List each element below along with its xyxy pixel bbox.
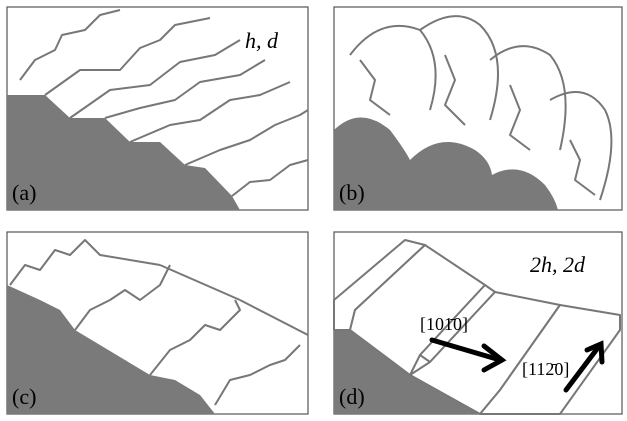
panel-d: (d) 2h, 2d [101̄0] [112̄0] — [334, 232, 622, 414]
panel-label: (a) — [12, 180, 36, 205]
step-edge — [130, 82, 290, 142]
step-edge — [445, 55, 465, 125]
annotation: 2h, 2d — [530, 252, 586, 277]
panel-label: (b) — [339, 180, 365, 205]
terrace-base — [7, 285, 215, 414]
panel-label: (c) — [12, 384, 36, 409]
panel-b: (b) — [334, 7, 622, 210]
annotation: h, d — [245, 28, 279, 53]
step-edge — [510, 85, 530, 150]
step-edge — [10, 240, 160, 285]
step-edge — [75, 265, 170, 330]
panel-c: (c) — [7, 232, 308, 414]
step-edge — [350, 26, 436, 110]
step-edge — [232, 160, 308, 196]
panel-a: (a) h, d — [7, 7, 308, 210]
step-edge — [360, 60, 390, 115]
direction-label: [101̄0] — [420, 314, 468, 334]
step-edge — [570, 140, 595, 195]
step-edge — [215, 345, 300, 405]
terrace-base — [334, 118, 558, 211]
step-edge — [240, 300, 308, 335]
direction-label: [112̄0] — [522, 359, 569, 379]
panel-label: (d) — [339, 384, 365, 409]
step-edge — [150, 300, 240, 375]
figure: (a) h, d (b) (c) — [0, 0, 627, 421]
step-edge — [160, 265, 240, 300]
step-edge — [45, 18, 210, 95]
